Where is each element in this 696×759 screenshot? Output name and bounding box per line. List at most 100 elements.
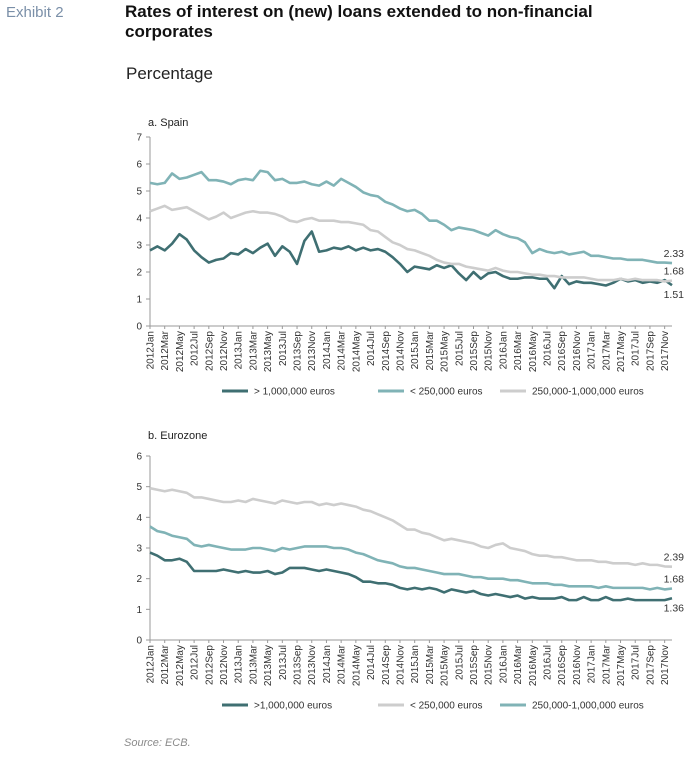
end-value-label: 2.39 <box>664 552 685 564</box>
y-tick-label: 7 <box>136 133 142 144</box>
x-tick-label: 2013Nov <box>307 645 318 685</box>
y-tick-label: 2 <box>136 574 142 585</box>
y-tick-label: 3 <box>136 241 142 252</box>
legend-label: 250,000-1,000,000 euros <box>532 701 644 712</box>
x-tick-label: 2013Jan <box>234 645 245 683</box>
x-tick-label: 2014Nov <box>395 645 406 685</box>
y-tick-label: 2 <box>136 268 142 279</box>
x-tick-label: 2014Sep <box>381 331 392 371</box>
x-tick-label: 2016Mar <box>513 330 524 370</box>
x-tick-label: 2017Nov <box>660 645 671 685</box>
legend-label: 250,000-1,000,000 euros <box>532 387 644 398</box>
end-value-label: 1.68 <box>664 266 685 278</box>
x-tick-label: 2017Jan <box>587 645 598 683</box>
x-tick-label: 2012Jan <box>146 645 157 683</box>
y-tick-label: 5 <box>136 482 142 493</box>
chart: a. Spain 0 1 2 3 4 5 6 7 2012Jan 2012Mar 2012May 201… <box>136 117 684 398</box>
legend-label: >1,000,000 euros <box>254 701 332 712</box>
x-tick-label: 2017Nov <box>660 331 671 371</box>
x-tick-label: 2015Mar <box>425 644 436 684</box>
x-tick-label: 2016Sep <box>557 331 568 371</box>
x-tick-label: 2013Jul <box>278 645 289 680</box>
x-tick-label: 2014May <box>351 331 362 372</box>
x-tick-label: 2014Mar <box>337 330 348 370</box>
x-tick-label: 2012May <box>175 331 186 372</box>
x-tick-label: 2016May <box>528 331 539 372</box>
x-tick-label: 2017May <box>616 331 627 372</box>
x-tick-label: 2016May <box>528 645 539 686</box>
y-tick-label: 0 <box>136 636 142 647</box>
x-tick-label: 2012Jan <box>146 331 157 369</box>
x-tick-label: 2013Mar <box>248 644 259 684</box>
x-tick-label: 2014Jul <box>366 645 377 680</box>
x-tick-label: 2013Sep <box>293 331 304 371</box>
y-tick-label: 5 <box>136 187 142 198</box>
exhibit-label: Exhibit 2 <box>6 4 64 21</box>
x-tick-label: 2015May <box>440 645 451 686</box>
y-tick-label: 3 <box>136 544 142 555</box>
series-line <box>149 551 673 602</box>
series-line <box>149 169 673 265</box>
x-tick-label: 2014Mar <box>337 644 348 684</box>
title: Rates of interest on (new) loans extende… <box>125 2 593 41</box>
source: Source: ECB. <box>124 737 191 749</box>
y-tick-label: 1 <box>136 605 142 616</box>
x-tick-label: 2016Jan <box>498 331 509 369</box>
x-tick-label: 2017Mar <box>601 644 612 684</box>
end-value-label: 1.68 <box>664 573 685 585</box>
x-tick-label: 2015May <box>440 331 451 372</box>
x-tick-label: 2015Sep <box>469 331 480 371</box>
x-tick-label: 2014Jul <box>366 331 377 366</box>
x-tick-label: 2017May <box>616 645 627 686</box>
x-tick-label: 2015Jan <box>410 331 421 369</box>
end-value-label: 1.51 <box>664 289 685 301</box>
x-tick-label: 2016Jan <box>498 645 509 683</box>
x-tick-label: 2013Jan <box>234 331 245 369</box>
x-tick-label: 2013Mar <box>248 330 259 370</box>
x-tick-label: 2017Jul <box>631 331 642 366</box>
series-line <box>149 525 673 591</box>
x-tick-label: 2017Mar <box>601 330 612 370</box>
x-tick-label: 2012Mar <box>160 330 171 370</box>
y-tick-label: 0 <box>136 322 142 333</box>
y-tick-label: 4 <box>136 214 142 225</box>
x-tick-label: 2016Nov <box>572 645 583 685</box>
x-tick-label: 2015Mar <box>425 330 436 370</box>
x-tick-label: 2014Nov <box>395 331 406 371</box>
x-tick-label: 2017Jan <box>587 331 598 369</box>
x-tick-label: 2015Jan <box>410 645 421 683</box>
x-tick-label: 2015Jul <box>454 645 465 680</box>
series-line <box>149 204 673 283</box>
x-tick-label: 2012Jul <box>190 331 201 366</box>
y-tick-label: 4 <box>136 513 142 524</box>
x-tick-label: 2014Sep <box>381 645 392 685</box>
x-tick-label: 2017Sep <box>645 645 656 685</box>
x-tick-label: 2016Mar <box>513 644 524 684</box>
chart: b. Eurozone 0 1 2 3 4 5 6 2012Jan 2012Mar 2012May 2… <box>136 430 684 712</box>
y-tick-label: 6 <box>136 452 142 463</box>
x-tick-label: 2015Nov <box>484 645 495 685</box>
x-tick-label: 2015Sep <box>469 645 480 685</box>
x-tick-label: 2017Jul <box>631 645 642 680</box>
x-tick-label: 2015Jul <box>454 331 465 366</box>
x-tick-label: 2012Mar <box>160 644 171 684</box>
legend-label: < 250,000 euros <box>410 387 483 398</box>
x-tick-label: 2016Jul <box>543 645 554 680</box>
end-value-label: 1.36 <box>664 602 685 614</box>
x-tick-label: 2014May <box>351 645 362 686</box>
x-tick-label: 2014Jan <box>322 645 333 683</box>
x-tick-label: 2013Jul <box>278 331 289 366</box>
series-line <box>149 230 673 290</box>
x-tick-label: 2013Nov <box>307 331 318 371</box>
subtitle: Percentage <box>126 64 213 83</box>
series-line <box>149 486 673 569</box>
x-tick-label: 2012Nov <box>219 331 230 371</box>
x-tick-label: 2016Sep <box>557 645 568 685</box>
chart-title: a. Spain <box>148 117 188 129</box>
y-tick-label: 6 <box>136 160 142 171</box>
x-tick-label: 2012Sep <box>204 331 215 371</box>
x-tick-label: 2014Jan <box>322 331 333 369</box>
legend-label: > 1,000,000 euros <box>254 387 335 398</box>
chart-title: b. Eurozone <box>148 430 207 442</box>
